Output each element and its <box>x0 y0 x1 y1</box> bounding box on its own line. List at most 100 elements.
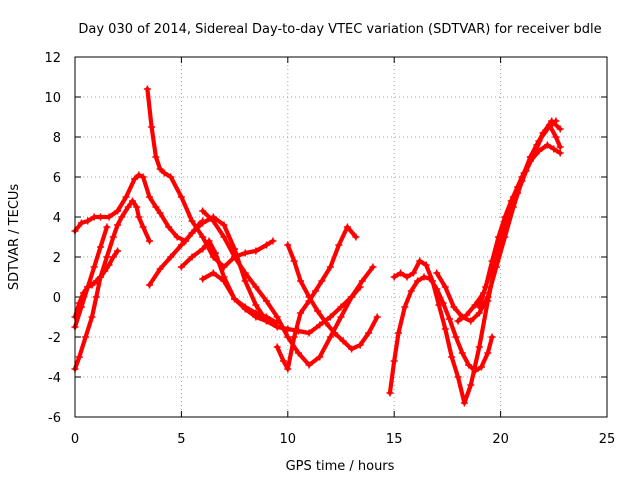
data-point <box>105 213 113 221</box>
y-tick-label: 4 <box>53 211 61 226</box>
data-point <box>482 283 490 291</box>
data-point <box>556 125 564 133</box>
data-point <box>463 311 471 319</box>
data-point <box>284 333 292 341</box>
y-tick-label: 12 <box>44 51 61 66</box>
data-point <box>550 145 558 153</box>
data-point <box>316 353 324 361</box>
data-point <box>305 361 313 369</box>
data-point <box>209 269 217 277</box>
y-tick-label: 6 <box>53 171 61 186</box>
data-point <box>145 237 153 245</box>
data-point <box>441 283 449 291</box>
data-point <box>450 303 458 311</box>
series-line <box>147 214 269 324</box>
data-point <box>77 303 85 311</box>
data-point <box>177 241 185 249</box>
data-point <box>526 153 534 161</box>
data-point <box>152 153 160 161</box>
data-point <box>82 333 90 341</box>
data-point <box>199 233 207 241</box>
y-tick-label: 2 <box>53 251 61 266</box>
data-point <box>128 197 136 205</box>
data-point <box>484 349 492 357</box>
series-track-i <box>199 263 377 337</box>
y-axis-label: SDTVAR / TECUs <box>7 184 22 291</box>
data-point <box>297 309 305 317</box>
data-point <box>454 317 462 325</box>
data-point <box>220 221 228 229</box>
data-point <box>109 253 117 261</box>
data-point <box>429 277 437 285</box>
data-point <box>273 323 281 331</box>
data-point <box>533 141 541 149</box>
data-point <box>556 149 564 157</box>
data-point <box>135 213 143 221</box>
data-point <box>373 313 381 321</box>
data-point <box>454 373 462 381</box>
data-point <box>546 121 554 129</box>
data-point <box>465 361 473 369</box>
series-line <box>72 198 152 372</box>
data-point <box>280 357 288 365</box>
tick-labels: 0 5 10 15 20 25 -6 -4 -2 0 2 4 6 8 10 12 <box>44 51 615 447</box>
data-point <box>188 217 196 225</box>
data-point <box>290 257 298 265</box>
data-point <box>407 287 415 295</box>
data-point <box>339 337 347 345</box>
data-point <box>103 223 111 231</box>
data-point <box>460 399 468 407</box>
data-point <box>477 363 485 371</box>
data-point <box>322 319 330 327</box>
data-point <box>414 277 422 285</box>
data-point <box>390 357 398 365</box>
data-point <box>241 249 249 257</box>
data-point <box>475 309 483 317</box>
data-point <box>165 223 173 231</box>
data-point <box>188 253 196 261</box>
data-point <box>337 313 345 321</box>
data-point <box>348 293 356 301</box>
data-point <box>135 171 143 179</box>
data-point <box>352 233 360 241</box>
data-point <box>356 341 364 349</box>
data-point <box>484 293 492 301</box>
y-tick-label: -6 <box>48 411 61 426</box>
data-point <box>199 219 207 227</box>
data-point <box>335 241 343 249</box>
data-point <box>548 117 556 125</box>
data-point <box>348 345 356 353</box>
data-point <box>156 165 164 173</box>
data-point <box>273 313 281 321</box>
data-point <box>88 313 96 321</box>
data-point <box>122 193 130 201</box>
data-point <box>397 269 405 277</box>
chart-title: Day 030 of 2014, Sidereal Day-to-day VTE… <box>78 22 601 37</box>
data-point <box>97 213 105 221</box>
data-point <box>220 277 228 285</box>
y-tick-label: -2 <box>48 331 61 346</box>
x-tick-label: 20 <box>492 432 509 447</box>
data-point <box>284 325 292 333</box>
data-point <box>311 287 319 295</box>
data-point <box>269 237 277 245</box>
data-point <box>439 299 447 307</box>
data-point <box>84 283 92 291</box>
data-point <box>539 129 547 137</box>
data-point <box>101 267 109 275</box>
data-point <box>337 303 345 311</box>
x-tick-label: 0 <box>71 432 79 447</box>
data-point <box>263 241 271 249</box>
data-point <box>520 169 528 177</box>
data-point <box>331 329 339 337</box>
data-point <box>263 317 271 325</box>
series-line <box>285 242 380 352</box>
data-point <box>326 313 334 321</box>
data-point <box>305 329 313 337</box>
data-point <box>220 233 228 241</box>
data-point <box>109 233 117 241</box>
series-line <box>72 224 109 330</box>
data-point <box>84 217 92 225</box>
data-point <box>448 353 456 361</box>
